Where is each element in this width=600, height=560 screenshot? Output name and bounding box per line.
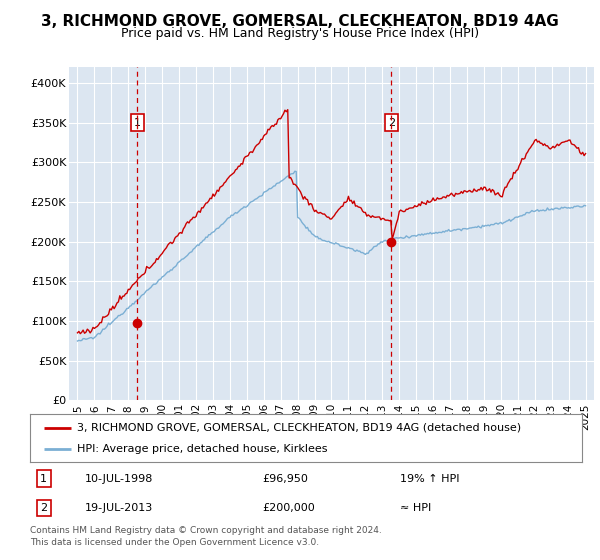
- Text: Price paid vs. HM Land Registry's House Price Index (HPI): Price paid vs. HM Land Registry's House …: [121, 27, 479, 40]
- Text: 3, RICHMOND GROVE, GOMERSAL, CLECKHEATON, BD19 4AG (detached house): 3, RICHMOND GROVE, GOMERSAL, CLECKHEATON…: [77, 423, 521, 433]
- Text: 19-JUL-2013: 19-JUL-2013: [85, 503, 154, 513]
- Text: 1: 1: [40, 474, 47, 484]
- Text: Contains HM Land Registry data © Crown copyright and database right 2024.
This d: Contains HM Land Registry data © Crown c…: [30, 526, 382, 547]
- Text: 10-JUL-1998: 10-JUL-1998: [85, 474, 154, 484]
- Text: 2: 2: [388, 118, 395, 128]
- Text: £96,950: £96,950: [262, 474, 308, 484]
- Text: 1: 1: [134, 118, 141, 128]
- Text: 3, RICHMOND GROVE, GOMERSAL, CLECKHEATON, BD19 4AG: 3, RICHMOND GROVE, GOMERSAL, CLECKHEATON…: [41, 14, 559, 29]
- Text: £200,000: £200,000: [262, 503, 314, 513]
- Text: 2: 2: [40, 503, 47, 513]
- Text: ≈ HPI: ≈ HPI: [400, 503, 431, 513]
- Text: 19% ↑ HPI: 19% ↑ HPI: [400, 474, 460, 484]
- Text: HPI: Average price, detached house, Kirklees: HPI: Average price, detached house, Kirk…: [77, 444, 328, 454]
